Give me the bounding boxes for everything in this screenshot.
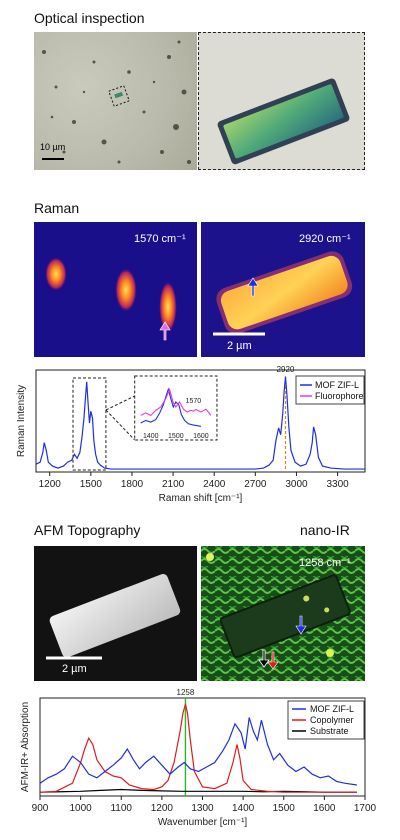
legend-entry: Fluorophore — [315, 391, 364, 401]
inset-frame — [134, 375, 218, 441]
ir-plot-frame — [39, 697, 366, 797]
x-tick-label: 1400 — [232, 803, 255, 814]
red-arrow-icon — [267, 651, 279, 670]
zoom-connector — [105, 409, 136, 441]
x-tick-label: 900 — [32, 803, 49, 814]
optical-zoom-image — [198, 32, 365, 170]
pink-arrow-icon — [159, 321, 171, 341]
zoom-region-box — [72, 377, 107, 471]
nanoir-title: nano-IR — [300, 522, 350, 538]
zoom-connector — [105, 395, 135, 411]
inset-tick-label: 1600 — [193, 433, 209, 440]
x-tick-label: 1500 — [80, 479, 103, 490]
legend-box — [287, 700, 365, 740]
inset-series-line — [140, 387, 212, 417]
x-tick-label: 1100 — [110, 803, 132, 814]
peak-marker-label: 1258 — [177, 688, 195, 697]
series-line-mof — [35, 376, 365, 470]
raman-map-1570: 1570 cm⁻¹ — [34, 222, 197, 357]
series-line — [39, 717, 357, 786]
inset-peak-label: 1570 — [186, 398, 202, 405]
nanoir-image: 1258 cm⁻¹ — [201, 546, 365, 681]
x-tick-label: 1700 — [354, 803, 377, 814]
legend-entry: Copolymer — [310, 715, 354, 725]
x-tick-label: 3300 — [326, 479, 349, 490]
x-tick-label: 1800 — [121, 479, 144, 490]
y-axis-label: Raman Intensity — [16, 385, 27, 457]
x-tick-label: 3000 — [285, 479, 308, 490]
legend-box — [295, 375, 365, 405]
x-tick-label: 1200 — [39, 479, 62, 490]
raman-title: Raman — [34, 200, 80, 216]
x-tick-label: 1200 — [151, 803, 174, 814]
inset-tick-label: 1500 — [168, 433, 184, 440]
peak-marker-label: 2920 — [277, 365, 295, 374]
x-tick-label: 1600 — [313, 803, 336, 814]
optical-scalebar-label: 10 µm — [40, 142, 66, 152]
afm-scalebar-label: 2 µm — [62, 663, 87, 675]
x-tick-label: 1500 — [273, 803, 296, 814]
raman-map1-label: 1570 cm⁻¹ — [134, 233, 186, 245]
series-line — [39, 788, 357, 793]
legend-entry: MOF ZIF-L — [310, 704, 354, 714]
series-line — [39, 703, 357, 793]
raman-map-2920: 2920 cm⁻¹ 2 µm — [201, 222, 365, 357]
x-tick-label: 1300 — [191, 803, 214, 814]
blue-arrow-icon — [247, 277, 259, 297]
raman-map2-label: 2920 cm⁻¹ — [299, 233, 351, 245]
legend-entry: Substrate — [310, 726, 349, 736]
afm-topography-image: 2 µm — [34, 546, 197, 681]
afm-title: AFM Topography — [34, 522, 141, 538]
x-tick-label: 1000 — [70, 803, 93, 814]
debris-specks — [42, 40, 191, 164]
x-tick-label: 2100 — [162, 479, 185, 490]
blue-arrow-icon — [295, 615, 307, 635]
x-tick-label: 2700 — [244, 479, 267, 490]
inset-tick-label: 1400 — [143, 433, 159, 440]
black-arrow-icon — [258, 649, 270, 668]
y-axis-label: AFM-IR+ Absorption — [20, 702, 31, 792]
crystal-selection-box — [108, 85, 130, 107]
raman-scalebar-label: 2 µm — [227, 340, 252, 352]
x-tick-label: 2400 — [203, 479, 226, 490]
inset-series-line — [140, 387, 202, 427]
x-axis-label: Wavenumber [cm⁻¹] — [158, 817, 248, 828]
x-axis-label: Raman shift [cm⁻¹] — [159, 493, 243, 504]
optical-title: Optical inspection — [34, 10, 145, 26]
optical-overview-image: 10 µm — [34, 32, 197, 170]
raman-plot-frame — [35, 369, 366, 473]
nanoir-label: 1258 cm⁻¹ — [299, 557, 351, 569]
legend-entry: MOF ZIF-L — [315, 380, 359, 390]
